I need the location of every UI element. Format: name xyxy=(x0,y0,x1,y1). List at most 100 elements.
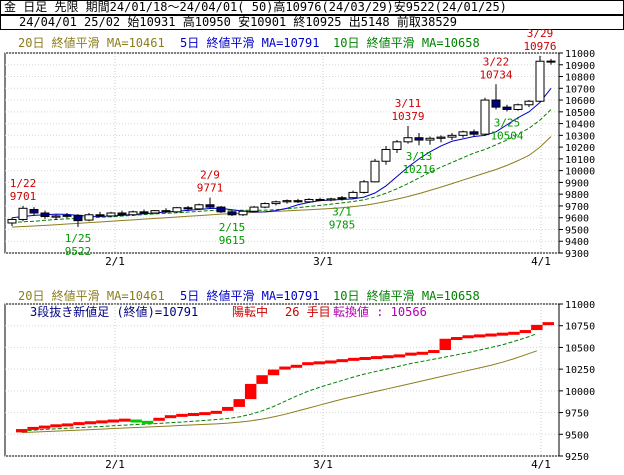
y-tick-label: 11000 xyxy=(565,300,595,311)
y-tick-label: 10200 xyxy=(565,143,595,154)
y-tick-label: 10500 xyxy=(565,343,595,354)
x-tick-label: 2/1 xyxy=(105,255,125,268)
ma20-line xyxy=(11,136,552,228)
candle-up xyxy=(84,214,94,221)
candle-up xyxy=(458,131,468,136)
upper-legend-ma20: 20日 終値平滑 MA=10461 xyxy=(18,35,165,50)
candle-up xyxy=(18,207,28,220)
candle-down xyxy=(216,206,226,213)
brick-up xyxy=(73,422,85,426)
upper-legend-ma10: 10日 終値平滑 MA=10658 xyxy=(333,35,480,50)
candle-down xyxy=(29,208,39,214)
candle-down xyxy=(293,200,303,203)
brick-up xyxy=(176,413,188,417)
brick-up xyxy=(347,357,360,361)
brick-up xyxy=(96,420,108,424)
candle-up xyxy=(304,198,314,203)
candle-down xyxy=(40,212,50,218)
candle-up xyxy=(370,160,380,183)
upper-panel: 20日 終値平滑 MA=10461 5日 終値平滑 MA=10791 10日 終… xyxy=(4,27,595,268)
candle-down xyxy=(117,212,127,216)
candle-down xyxy=(161,210,171,213)
candle-down xyxy=(502,106,512,110)
annotation-date: 2/15 xyxy=(219,221,246,234)
brick-up xyxy=(405,352,417,356)
candle-up xyxy=(238,210,248,216)
candle-down xyxy=(315,198,325,201)
brick-up xyxy=(279,366,291,370)
brick-up xyxy=(16,429,28,433)
brick-up xyxy=(61,423,74,427)
annotation-value: 10976 xyxy=(523,40,556,53)
candle-down xyxy=(205,204,215,208)
x-tick-label: 3/1 xyxy=(313,255,333,268)
brick-down xyxy=(130,419,142,423)
kagi-close-label: 3段抜き新値足 (終値)=10791 xyxy=(30,304,198,319)
candle-up xyxy=(524,100,534,106)
brick-up xyxy=(325,360,337,364)
brick-up xyxy=(485,333,497,337)
y-tick-label: 10700 xyxy=(565,84,595,95)
annotation-value: 9701 xyxy=(10,190,37,203)
candle-up xyxy=(359,181,369,193)
brick-up xyxy=(233,399,245,407)
brick-up xyxy=(336,359,348,363)
y-tick-label: 10500 xyxy=(565,108,595,119)
annotation-date: 1/25 xyxy=(65,232,92,245)
brick-up xyxy=(119,418,131,422)
candle-up xyxy=(194,204,204,210)
candle-up xyxy=(403,137,413,143)
candle-down xyxy=(546,60,556,63)
candle-up xyxy=(447,134,457,138)
brick-up xyxy=(244,383,257,400)
brick-up xyxy=(359,356,371,360)
annotation-value: 10504 xyxy=(490,129,523,142)
brick-up xyxy=(302,362,314,366)
candle-down xyxy=(183,207,193,210)
candle-down xyxy=(95,214,105,217)
brick-up xyxy=(256,375,268,384)
candle-up xyxy=(381,148,391,162)
brick-up xyxy=(267,369,280,376)
candle-down xyxy=(414,137,424,141)
brick-up xyxy=(313,361,326,365)
brick-up xyxy=(290,364,303,368)
brick-up xyxy=(462,335,474,339)
upper-gridlines xyxy=(5,52,559,254)
y-tick-label: 10600 xyxy=(565,96,595,107)
y-tick-label: 9500 xyxy=(565,225,589,236)
y-tick-label: 10250 xyxy=(565,365,595,376)
brick-down xyxy=(141,420,154,424)
lower-moving-averages xyxy=(21,333,538,434)
annotation-date: 3/22 xyxy=(483,55,510,68)
y-tick-label: 9700 xyxy=(565,202,589,213)
annotation-date: 3/29 xyxy=(527,27,554,40)
y-tick-label: 9400 xyxy=(565,237,589,248)
brick-up xyxy=(187,413,200,417)
candle-down xyxy=(469,131,479,135)
lower-gridlines xyxy=(5,303,559,457)
kagi-brick-series xyxy=(16,322,554,433)
brick-up xyxy=(84,421,97,425)
candle-up xyxy=(128,211,138,216)
brick-up xyxy=(542,322,554,326)
brick-up xyxy=(416,351,429,355)
upper-x-axis: 2/1 3/1 4/1 xyxy=(105,255,551,268)
y-tick-label: 10800 xyxy=(565,73,595,84)
x-tick-label: 2/1 xyxy=(105,458,125,471)
candle-down xyxy=(227,211,237,216)
y-tick-label: 10000 xyxy=(565,167,595,178)
candle-up xyxy=(480,99,490,135)
candle-up xyxy=(51,215,61,218)
annotation-date: 3/1 xyxy=(332,206,352,219)
kagi-state: 陽転中 xyxy=(232,304,268,319)
candle-up xyxy=(392,141,402,150)
brick-up xyxy=(439,338,451,351)
y-tick-label: 9900 xyxy=(565,178,589,189)
ma10-line xyxy=(21,333,538,432)
y-tick-label: 10400 xyxy=(565,120,595,131)
lower-plot-frame xyxy=(4,303,560,457)
header-line-period: 金 日足 先限 期間24/01/18～24/04/01( 50)高10976(2… xyxy=(0,0,624,15)
candle-up xyxy=(348,191,358,199)
annotation-value: 9771 xyxy=(197,182,224,195)
